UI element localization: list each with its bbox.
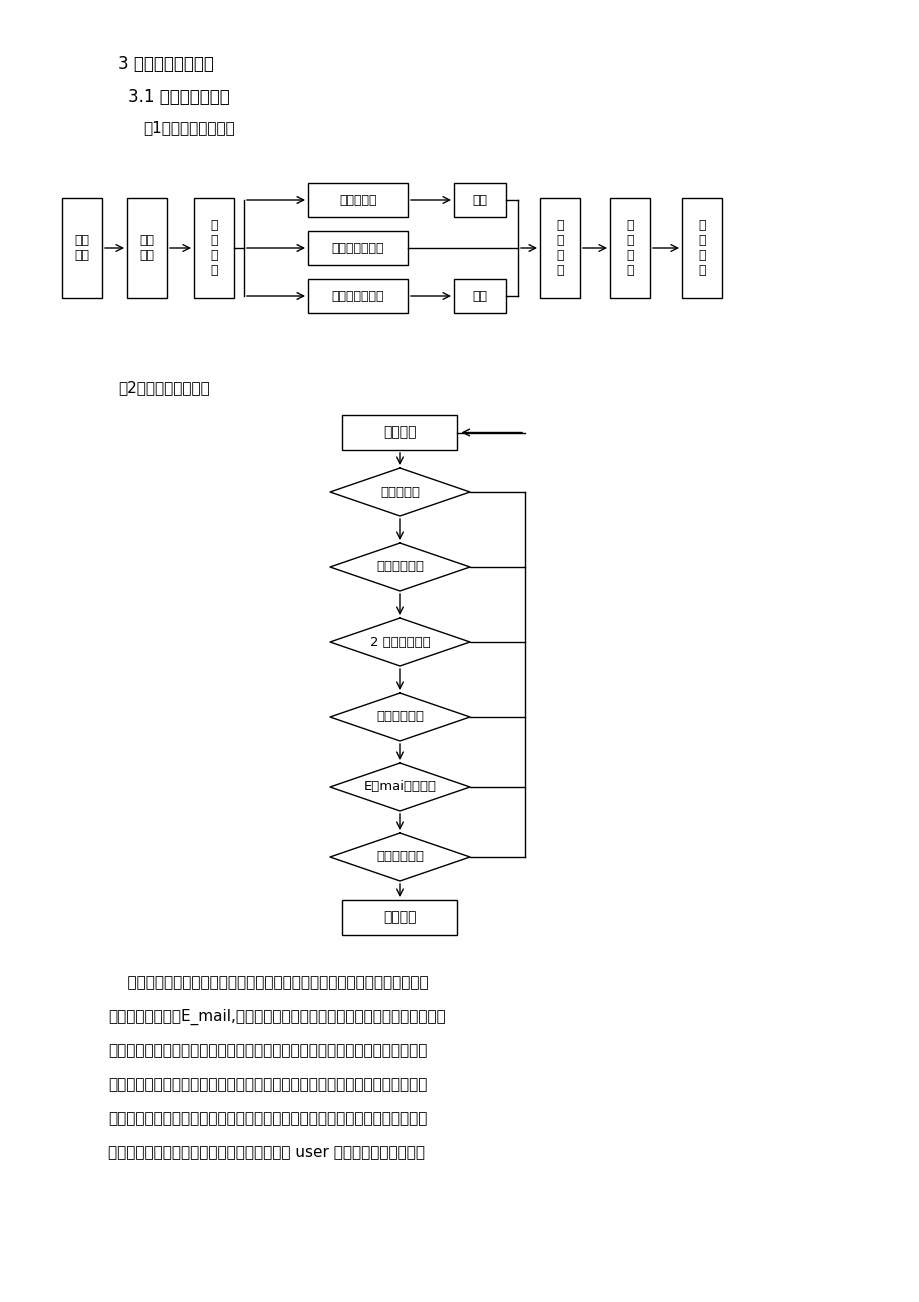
Text: 2 次输入密码是: 2 次输入密码是	[369, 635, 430, 648]
Text: 致，然后依次往后判断用户所填写的各项信息是否符合要求，直到所有信息均正: 致，然后依次往后判断用户所填写的各项信息是否符合要求，直到所有信息均正	[108, 1111, 427, 1126]
Bar	[308, 279, 407, 312]
Text: 3 系统数据库的设计: 3 系统数据库的设计	[118, 55, 213, 73]
Text: 点击主页面的用户注册选项后，会弹出一个注册信息页面，用户需要如实填: 点击主页面的用户注册选项后，会弹出一个注册信息页面，用户需要如实填	[108, 975, 428, 990]
Text: 进行检测判断该用户名是否已经注册过，如果已经存在则弹出新页面，提示用户: 进行检测判断该用户名是否已经注册过，如果已经存在则弹出新页面，提示用户	[108, 1043, 427, 1059]
Bar	[453, 184, 505, 217]
Text: E－mai地址有效: E－mai地址有效	[363, 780, 436, 793]
Text: 浏览
商品: 浏览 商品	[74, 234, 89, 262]
Text: 选择
商品: 选择 商品	[140, 234, 154, 262]
Text: 用户名有效？: 用户名有效？	[376, 560, 424, 573]
Text: 提
交
订
单: 提 交 订 单	[698, 219, 705, 277]
Text: 订
购
商
品: 订 购 商 品	[210, 219, 218, 277]
Text: 未登录注册用户: 未登录注册用户	[332, 289, 384, 302]
Text: 必选项为空: 必选项为空	[380, 486, 420, 499]
Bar	[308, 184, 407, 217]
Bar	[609, 198, 650, 298]
Bar	[681, 198, 721, 298]
Text: 注册入口: 注册入口	[383, 426, 416, 440]
Text: 密码长度符合: 密码长度符合	[376, 711, 424, 724]
Text: （1）前台购物流程：: （1）前台购物流程：	[142, 120, 234, 135]
Bar	[194, 198, 233, 298]
Text: 已登录注册用户: 已登录注册用户	[332, 241, 384, 254]
Bar	[308, 230, 407, 266]
Text: 登录: 登录	[472, 289, 487, 302]
Bar	[342, 900, 457, 935]
Text: 写用户名，密码，E_mail,地址，电话，真实，姓名等各项信息，提交后，系统: 写用户名，密码，E_mail,地址，电话，真实，姓名等各项信息，提交后，系统	[108, 1009, 446, 1025]
Bar	[453, 279, 505, 312]
Text: 其他信息有效: 其他信息有效	[376, 850, 424, 863]
Bar	[127, 198, 167, 298]
Text: 该用户名已经注册过，如果没有则进行下一步判断，用户输入的两次密码是否一: 该用户名已经注册过，如果没有则进行下一步判断，用户输入的两次密码是否一	[108, 1077, 427, 1092]
Text: 确无误，系统将该用户注册信息写入会员表即 user 并提示用户注册成功。: 确无误，系统将该用户注册信息写入会员表即 user 并提示用户注册成功。	[108, 1144, 425, 1160]
Bar	[62, 198, 102, 298]
Bar	[342, 415, 457, 450]
Text: 未注册用户: 未注册用户	[339, 194, 377, 207]
Text: 3.1 概念结构的设计: 3.1 概念结构的设计	[128, 89, 230, 105]
Text: 去
收
銀
台: 去 收 銀 台	[626, 219, 633, 277]
Text: 注册成功: 注册成功	[383, 910, 416, 924]
Text: （2）注册功能流程：: （2）注册功能流程：	[118, 380, 210, 395]
Text: 注册: 注册	[472, 194, 487, 207]
Bar	[539, 198, 579, 298]
Text: 去
购
物
车: 去 购 物 车	[556, 219, 563, 277]
